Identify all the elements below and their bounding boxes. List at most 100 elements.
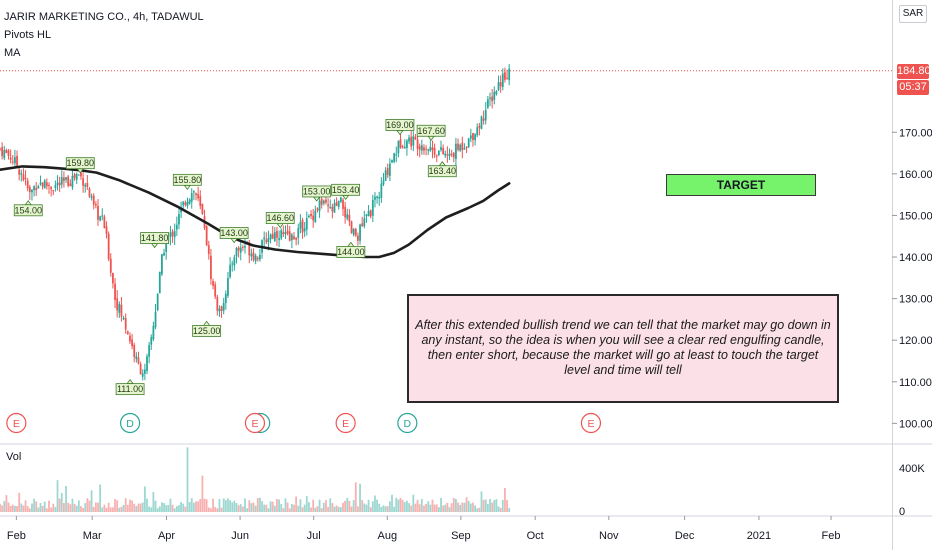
volume-bar [388,501,391,512]
volume-bar [446,502,449,512]
ma-indicator-label[interactable]: MA [4,47,21,59]
volume-bar [227,498,229,512]
volume-bar [75,505,78,512]
candle-body [367,211,370,217]
pivot-value: 163.40 [429,166,457,176]
currency-button[interactable]: SAR [899,5,927,23]
volume-bar [154,500,157,512]
candle-body [192,191,195,193]
candle-body [256,257,259,260]
candle-body [320,198,323,205]
pivot-label: 153.40 [331,183,361,200]
volume-tick-label: 400K [899,463,925,475]
pivot-value: 146.60 [266,213,294,223]
price-tick-label: 160.00 [899,169,932,181]
volume-bar [67,502,70,512]
note-annotation[interactable]: After this extended bullish trend we can… [407,294,839,403]
candle-body [173,231,176,238]
candle-body [73,174,76,178]
candle-body [116,298,119,311]
candle-body [169,232,172,238]
volume-bar [173,508,176,512]
volume-bar [18,492,21,512]
candle-body [269,234,272,240]
candle-body [310,213,312,217]
candle-body [186,201,189,206]
candle-body [452,152,455,158]
candle-body [361,223,364,227]
candle-body [133,344,136,358]
candle-body [267,238,270,243]
volume-bar [190,498,193,512]
volume-bar [212,498,214,512]
candle-body [329,206,332,208]
dividend-marker[interactable]: D [397,412,418,434]
candle-body [474,134,476,141]
volume-bar [499,507,502,512]
pivot-label: 125.00 [192,320,222,337]
volume-bar [297,505,300,512]
candle-body [346,214,349,219]
time-tick-label: Oct [527,530,544,542]
volume-bar [350,506,353,512]
candle-body [391,160,393,163]
candle-body [212,281,214,286]
candle-body [354,228,357,236]
candle-body [65,177,67,180]
target-annotation[interactable]: TARGET [666,174,816,196]
candle-body [371,199,374,216]
candle-body [33,186,35,190]
pivot-label: 111.00 [115,378,145,396]
volume-bar [448,507,451,512]
pivots-indicator-label[interactable]: Pivots HL [4,29,52,41]
volume-bar [54,507,57,512]
volume-bar [371,501,374,512]
candle-body [90,196,93,198]
candle-body [107,233,110,260]
volume-bar [286,502,289,512]
earnings-marker[interactable]: E [580,412,602,434]
time-tick-label: 2021 [747,530,771,542]
volume-bar [56,480,59,512]
volume-bar [393,506,396,512]
volume-bar [391,494,393,512]
pivot-value: 154.00 [14,205,42,215]
candle-body [22,174,25,181]
pivot-box [385,119,415,131]
candle-body [7,150,10,157]
earnings-marker[interactable]: E [6,412,27,434]
volume-bar [293,504,295,512]
pivot-labels: 154.00 159.80 111.00 141.80 155.80 125.00 143.… [13,119,457,396]
time-tick-label: Jul [307,530,321,542]
event-markers[interactable]: EDDEEDE [6,412,602,434]
volume-bar [241,506,244,512]
dividend-marker[interactable]: D [119,412,141,434]
volume-bar [457,502,459,512]
earnings-marker[interactable]: E [244,412,266,434]
candle-body [497,82,500,90]
volume-bar [397,499,400,512]
candle-body [18,169,21,175]
earnings-marker[interactable]: E [335,412,356,434]
volume-bar [316,506,319,512]
volume-bar [188,502,191,512]
volume-bar [184,506,187,512]
candle-body [165,242,168,252]
time-tick-label: Feb [822,530,841,542]
volume-bar [120,506,123,512]
candle-body [254,255,257,262]
candle-body [50,186,53,190]
event-letter: D [126,418,134,430]
candle-body [190,193,193,202]
volume-bar [233,500,236,512]
candle-body [122,317,125,320]
candle-body [101,215,104,217]
candle-body [282,231,285,235]
volume-bar [299,499,302,512]
pivot-label: 155.80 [172,173,202,190]
candle-body [3,149,6,159]
volume-bar [367,499,370,512]
candle-body [109,258,112,273]
